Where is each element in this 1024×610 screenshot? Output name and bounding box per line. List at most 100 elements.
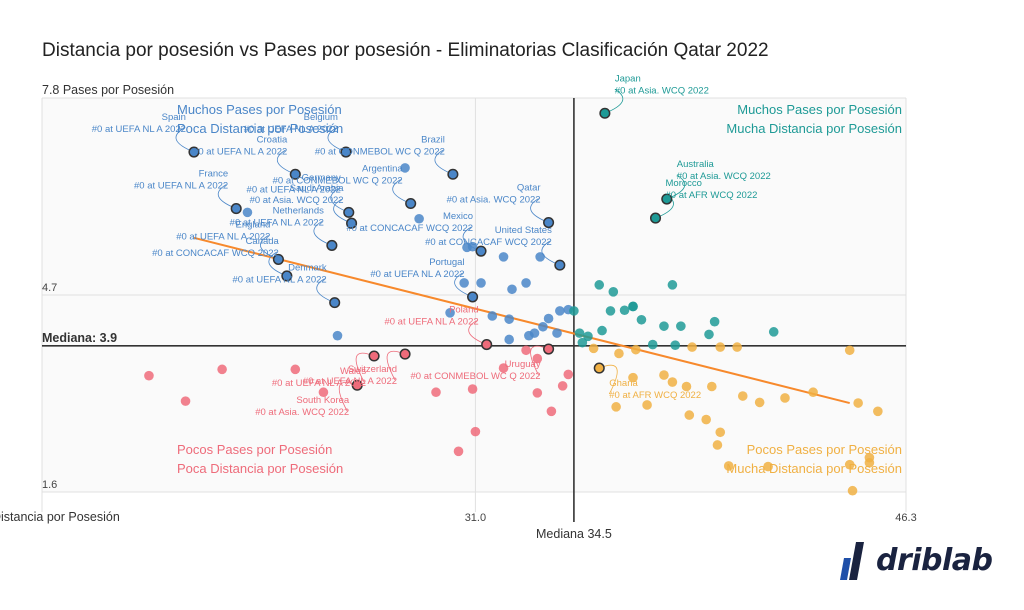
data-point (242, 207, 253, 218)
data-point (332, 330, 343, 341)
data-point (667, 280, 678, 290)
data-point (498, 363, 509, 373)
point-label-name: Argentina (362, 163, 403, 174)
data-point (684, 410, 695, 420)
highlight-point (543, 217, 555, 229)
data-point (605, 306, 616, 316)
data-point (555, 306, 565, 316)
highlight-point (554, 259, 566, 271)
data-point (546, 406, 557, 417)
point-label-name: Denmark (288, 263, 327, 274)
point-label-sub: #0 at CONMEBOL WC Q 2022 (273, 175, 403, 186)
data-point (583, 331, 593, 342)
data-point (754, 397, 765, 408)
highlight-point (405, 197, 417, 210)
data-point (467, 241, 478, 252)
point-label-sub: #0 at AFR WCQ 2022 (609, 390, 701, 401)
data-point (763, 461, 773, 472)
point-label-name: Uruguay (505, 359, 541, 370)
point-label-sub: #0 at Asia. WCQ 2022 (255, 407, 349, 418)
data-point (467, 384, 478, 394)
data-point (498, 252, 509, 262)
data-point (318, 387, 329, 398)
point-label-sub: #0 at UEFA NL A 2022 (272, 378, 366, 389)
data-point (535, 252, 545, 262)
highlight-point (351, 379, 363, 391)
point-label-name: Brazil (421, 134, 445, 145)
point-label-name: Canada (246, 236, 280, 247)
data-point (577, 337, 588, 348)
point-label-sub: #0 at CONCACAF WCQ 2022 (425, 237, 552, 248)
highlight-point (272, 253, 284, 265)
highlight-point (475, 245, 487, 257)
point-label-sub: #0 at UEFA NL A 2022 (244, 124, 338, 135)
highlight-point (340, 146, 352, 158)
data-point (552, 328, 562, 338)
point-label-name: Croatia (257, 134, 288, 145)
data-point (400, 163, 410, 173)
point-label-sub: #0 at CONMEBOL WC Q 2022 (315, 146, 445, 157)
y-tick-label: 4.7 (42, 282, 57, 294)
data-point (647, 339, 658, 350)
point-label-name: Spain (162, 112, 186, 123)
point-label-sub: #0 at UEFA NL A 2022 (134, 181, 228, 192)
data-point (453, 446, 464, 457)
data-point (521, 278, 531, 288)
data-point (538, 321, 548, 332)
quadrant-label-bottom_left: Poca Distancia por Posesión (177, 461, 343, 476)
data-point (597, 325, 607, 336)
data-point (701, 414, 711, 425)
data-point (574, 328, 585, 338)
data-point (611, 402, 621, 412)
data-point (524, 330, 534, 341)
data-point (715, 427, 726, 438)
quadrant-label-top_left: Muchos Pases por Posesión (177, 102, 342, 117)
point-label-sub: #0 at UEFA NL A 2022 (176, 231, 270, 242)
data-point (670, 340, 681, 351)
highlight-point (188, 146, 200, 158)
point-label-sub: #0 at Asia. WCQ 2022 (447, 195, 541, 206)
point-label-sub: #0 at Asia. WCQ 2022 (615, 85, 709, 96)
data-point (594, 280, 605, 290)
point-label-name: Morocco (666, 178, 702, 189)
data-point (532, 353, 543, 364)
point-label-name: Belgium (304, 112, 338, 123)
quadrant-label-top_left: Poca Distancia por Posesión (177, 121, 343, 136)
data-point (768, 327, 779, 337)
data-point (290, 364, 301, 375)
highlight-point (599, 107, 611, 119)
data-point (642, 400, 652, 410)
highlight-point (467, 291, 479, 303)
point-label-sub: #0 at UEFA NL A 2022 (370, 269, 464, 280)
data-point (631, 344, 641, 355)
x-tick-label: 46.3 (895, 512, 916, 524)
point-label-sub: #0 at AFR WCQ 2022 (666, 190, 758, 201)
data-point (588, 343, 599, 354)
highlight-point (329, 297, 341, 309)
x-tick-label: 15.6 Distancia por Posesión (0, 510, 120, 524)
point-label-sub: #0 at UEFA NL A 2022 (232, 275, 326, 286)
point-label-sub: #0 at CONCACAF WCQ 2022 (346, 223, 473, 234)
data-point (659, 370, 669, 380)
point-label-name: South Korea (296, 395, 350, 406)
data-point (847, 485, 858, 496)
quadrant-label-bottom_right: Mucha Distancia por Posesión (726, 461, 902, 476)
point-label-sub: #0 at UEFA NL A 2022 (230, 217, 324, 228)
data-point (414, 213, 424, 224)
data-point (445, 307, 455, 318)
data-point (507, 284, 517, 295)
highlight-point (346, 217, 358, 229)
data-point (707, 381, 717, 392)
data-point (217, 364, 227, 375)
highlight-point (661, 193, 673, 205)
trend-line (193, 236, 850, 405)
median-x-label: Mediana 34.5 (536, 527, 612, 541)
data-point (712, 440, 723, 450)
data-point (431, 387, 441, 398)
data-point (864, 457, 875, 468)
data-point (628, 372, 638, 383)
point-label-name: Ghana (609, 378, 638, 389)
data-point (687, 342, 697, 352)
data-point (563, 369, 574, 380)
quadrant-label-bottom_left: Pocos Pases por Posesión (177, 442, 332, 457)
